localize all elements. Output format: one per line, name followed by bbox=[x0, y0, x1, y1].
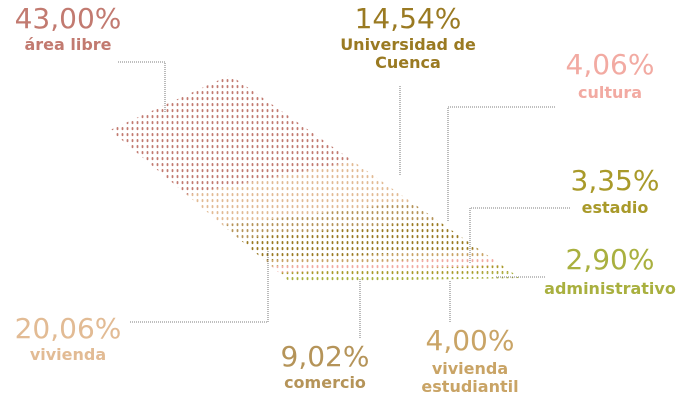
value-label: 3,35% bbox=[555, 166, 675, 197]
value-label: 2,90% bbox=[525, 245, 694, 276]
leader-line bbox=[448, 107, 555, 222]
value-label: 43,00% bbox=[0, 4, 148, 35]
category-label: cultura bbox=[550, 84, 670, 102]
infographic: 43,00%área libre 20,06%vivienda 9,02%comer… bbox=[0, 0, 694, 411]
value-label: 9,02% bbox=[245, 342, 405, 373]
value-label: 4,06% bbox=[550, 50, 670, 81]
category-label: área libre bbox=[0, 36, 148, 54]
leader-line bbox=[118, 62, 165, 112]
value-label: 14,54% bbox=[313, 4, 503, 35]
category-label: administrativo bbox=[525, 280, 694, 298]
leader-line bbox=[130, 250, 268, 322]
value-label: 20,06% bbox=[0, 314, 148, 345]
category-label: estadio bbox=[555, 199, 675, 217]
category-label: vivienda bbox=[0, 346, 148, 364]
value-label: 4,00% bbox=[415, 326, 525, 357]
category-label: comercio bbox=[245, 374, 405, 392]
category-label: vivienda estudiantil bbox=[415, 360, 525, 395]
category-label: Universidad de Cuenca bbox=[313, 36, 503, 71]
